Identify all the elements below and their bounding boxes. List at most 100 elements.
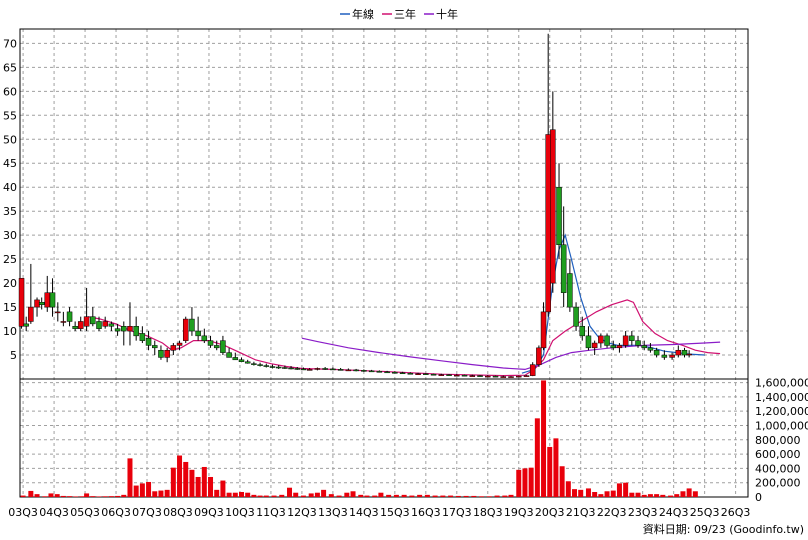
- candle: [72, 321, 78, 332]
- volume-bar: [424, 494, 430, 497]
- price-tick-label: 35: [3, 205, 17, 218]
- candle: [635, 335, 641, 348]
- candle-body: [127, 326, 133, 332]
- volume-axis: 0200,000400,000600,000800,0001,000,0001,…: [755, 377, 808, 504]
- volume-bar: [378, 492, 384, 497]
- candle-body: [523, 375, 530, 377]
- volume-bar: [541, 380, 547, 497]
- candle: [598, 333, 604, 348]
- candle-body: [182, 318, 189, 341]
- candle-body: [675, 349, 682, 356]
- candle-body: [454, 374, 460, 377]
- volume-bar: [108, 496, 114, 497]
- candle-body: [77, 321, 84, 329]
- x-tick-label: 05Q3: [70, 506, 100, 519]
- price-tick-label: 50: [3, 133, 17, 146]
- candle: [675, 345, 682, 358]
- price-tick-label: 5: [10, 349, 17, 362]
- volume-bar: [572, 489, 578, 497]
- volume-bar: [183, 461, 189, 497]
- x-tick-label: 15Q3: [380, 506, 410, 519]
- x-tick-label: 07Q3: [132, 506, 162, 519]
- candle-body: [550, 129, 556, 284]
- candle-body: [591, 342, 598, 349]
- candle: [263, 363, 270, 368]
- price-axis: 5 10 15 20 25 30 35 40 45 50 55 60 65 70: [3, 37, 17, 362]
- candle: [461, 374, 468, 377]
- candle: [152, 340, 158, 356]
- candle-body: [83, 316, 90, 327]
- candle: [96, 316, 102, 332]
- price-tick-label: 65: [3, 61, 17, 74]
- candle-body: [368, 370, 375, 373]
- candle: [114, 323, 121, 336]
- candle: [560, 206, 567, 308]
- candle-body: [446, 374, 452, 376]
- candle: [121, 321, 127, 346]
- volume-bar: [238, 491, 244, 497]
- volume-bar: [647, 494, 653, 497]
- candle-body: [430, 373, 437, 376]
- candle-body: [567, 273, 573, 308]
- volume-bar: [220, 480, 226, 497]
- candle: [213, 340, 220, 351]
- volume-bar: [635, 492, 641, 497]
- candle: [294, 367, 301, 370]
- candle: [661, 350, 668, 360]
- volume-bar: [279, 494, 285, 497]
- price-tick-label: 45: [3, 157, 17, 170]
- candle: [28, 263, 34, 324]
- candle-body: [288, 367, 294, 370]
- volume-bar: [344, 492, 350, 497]
- volume-bar: [674, 494, 680, 497]
- legend-label: 十年: [436, 7, 458, 21]
- price-tick-label: 60: [3, 85, 17, 98]
- candle: [133, 316, 139, 341]
- volume-bar: [314, 492, 320, 497]
- candle: [446, 374, 452, 376]
- candle: [556, 163, 562, 260]
- candle-body: [629, 335, 635, 341]
- volume-bar: [226, 492, 232, 497]
- candle: [430, 373, 437, 376]
- candle: [158, 345, 164, 360]
- candle-body: [306, 369, 313, 371]
- volume-bar: [336, 495, 342, 497]
- candle-body: [108, 323, 115, 327]
- volume-bar: [528, 467, 534, 497]
- candle: [545, 33, 551, 317]
- volume-tick-label: 1,400,000: [755, 391, 808, 404]
- volume-bar: [623, 482, 629, 497]
- candle: [384, 370, 390, 374]
- candle: [550, 91, 556, 293]
- candle: [415, 372, 421, 375]
- candle: [44, 275, 51, 312]
- candle-body: [189, 318, 195, 332]
- x-tick-label: 19Q3: [504, 506, 534, 519]
- candle-body: [314, 368, 321, 370]
- volume-bar: [60, 495, 66, 497]
- volume-bar: [102, 496, 108, 497]
- data-date-footer: 資料日期: 09/23 (Goodinfo.tw): [643, 522, 804, 536]
- candle: [469, 374, 476, 377]
- x-tick-label: 04Q3: [39, 506, 69, 519]
- volume-bar: [578, 489, 584, 497]
- candle-body: [226, 352, 232, 358]
- candle: [653, 347, 660, 358]
- candle-body: [257, 364, 263, 366]
- candle-body: [337, 369, 344, 371]
- candle-body: [477, 375, 483, 377]
- x-tick-label: 25Q3: [690, 506, 720, 519]
- volume-bar: [494, 495, 500, 497]
- candle-body: [152, 345, 158, 349]
- candle: [573, 302, 579, 332]
- price-tick-label: 70: [3, 37, 17, 50]
- candle-body: [669, 354, 675, 358]
- candle-body: [415, 373, 421, 375]
- candle-body: [294, 368, 301, 370]
- candle-body: [540, 311, 547, 349]
- candle: [251, 361, 257, 366]
- candle-body: [322, 368, 328, 370]
- price-grid: [20, 29, 748, 497]
